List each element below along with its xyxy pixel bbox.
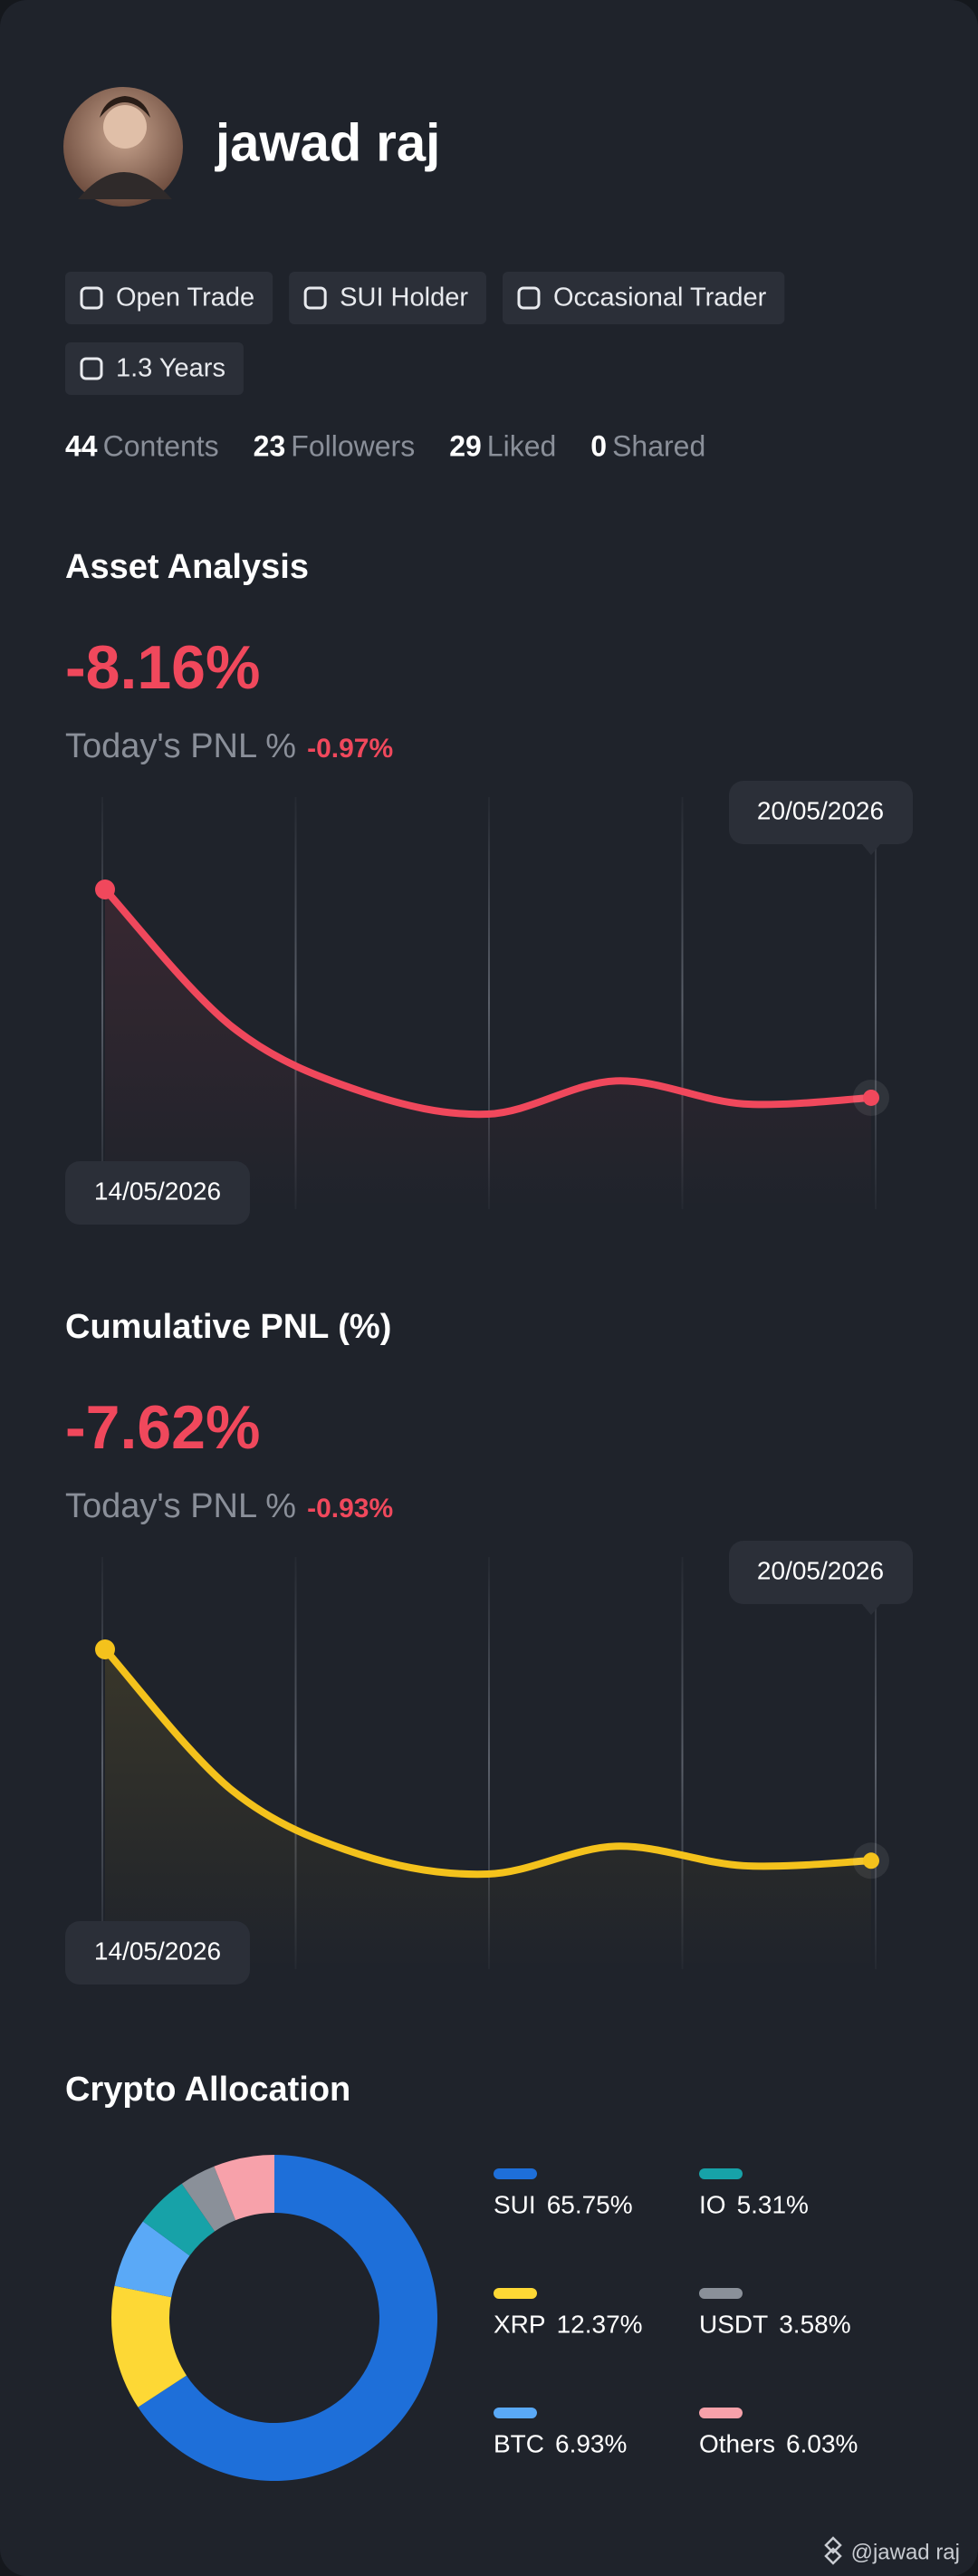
tag-background xyxy=(289,272,486,324)
legend-value: 3.58% xyxy=(779,2310,850,2338)
grid-line xyxy=(101,797,103,1209)
grid-line xyxy=(488,1557,490,1969)
tooltip-pointer xyxy=(862,844,880,855)
grid-line xyxy=(875,1557,877,1969)
tooltip-pointer xyxy=(862,1604,880,1615)
section-title: Cumulative PNL (%) xyxy=(65,1308,391,1346)
date-tooltip xyxy=(65,1161,250,1225)
stat-label: Followers xyxy=(291,429,415,462)
watermark-icon xyxy=(824,2536,842,2565)
tag-icon xyxy=(517,286,541,310)
stat-value: 29 xyxy=(449,429,482,462)
area xyxy=(105,1649,871,1969)
stat-value: 44 xyxy=(65,429,98,462)
donut-slice xyxy=(110,2285,187,2408)
tag-background xyxy=(502,272,785,324)
donut-slice xyxy=(138,2155,438,2481)
legend-name: BTC xyxy=(494,2429,544,2457)
pnl-value: -0.93% xyxy=(307,1494,393,1523)
legend-name: Others xyxy=(699,2429,775,2457)
stat-label: Contents xyxy=(103,429,219,462)
grid-line xyxy=(488,797,490,1209)
tag: Open Trade xyxy=(65,272,273,324)
legend-swatch xyxy=(699,2408,743,2418)
stat-value: 0 xyxy=(590,429,607,462)
tag: SUI Holder xyxy=(289,272,486,324)
legend-swatch xyxy=(699,2168,743,2179)
line xyxy=(101,1646,875,1879)
date-tooltip xyxy=(729,781,913,844)
tag-label: Occasional Trader xyxy=(553,284,767,312)
start-date: 14/05/2026 xyxy=(94,1937,221,1965)
avatar xyxy=(63,87,183,207)
line xyxy=(101,886,875,1119)
donut-slice xyxy=(142,2183,216,2256)
tag-label: 1.3 Years xyxy=(116,354,225,383)
start-date: 14/05/2026 xyxy=(94,1177,221,1205)
legend-swatch xyxy=(494,2408,537,2418)
legend-value: 6.03% xyxy=(786,2429,858,2457)
stat-value: 23 xyxy=(254,429,286,462)
legend-name: USDT xyxy=(699,2310,768,2338)
tag-background xyxy=(65,272,273,324)
area xyxy=(105,889,871,1209)
grid-line xyxy=(681,797,684,1209)
legend-value: 12.37% xyxy=(557,2310,643,2338)
legend-value: 6.93% xyxy=(555,2429,627,2457)
grid-line xyxy=(294,797,297,1209)
grid-line xyxy=(681,1557,684,1969)
donut-slice xyxy=(114,2221,190,2298)
legend-swatch xyxy=(494,2168,537,2179)
tag-background xyxy=(65,342,244,395)
tag-icon xyxy=(80,357,103,380)
end-date: 20/05/2026 xyxy=(757,1556,884,1584)
tag-label: Open Trade xyxy=(116,284,254,312)
watermark: @jawad raj xyxy=(851,2540,960,2564)
tag: Occasional Trader xyxy=(502,272,785,324)
tag: 1.3 Years xyxy=(65,342,244,395)
pnl-value: -0.97% xyxy=(307,734,393,764)
headline-value: -7.62% xyxy=(65,1393,260,1462)
stat-label: Liked xyxy=(487,429,557,462)
donut-slice xyxy=(214,2155,274,2221)
end-point xyxy=(863,1852,879,1870)
section-title: Crypto Allocation xyxy=(65,2071,350,2109)
grid-line xyxy=(101,1557,103,1969)
end-date: 20/05/2026 xyxy=(757,796,884,824)
section-title: Asset Analysis xyxy=(65,548,309,586)
grid-line xyxy=(875,797,877,1209)
end-point xyxy=(863,1089,879,1106)
user-name: jawad raj xyxy=(215,113,440,172)
legend-swatch xyxy=(699,2288,743,2299)
date-tooltip xyxy=(65,1921,250,1985)
start-point xyxy=(95,1639,115,1659)
stat-label: Shared xyxy=(612,429,705,462)
legend-name: IO xyxy=(699,2190,726,2218)
tag-icon xyxy=(303,286,327,310)
donut-slice xyxy=(181,2166,236,2232)
pnl-label: Today's PNL % xyxy=(65,727,296,765)
legend-swatch xyxy=(494,2288,537,2299)
tag-icon xyxy=(80,286,103,310)
legend-value: 65.75% xyxy=(547,2190,633,2218)
headline-value: -8.16% xyxy=(65,633,260,702)
tag-label: SUI Holder xyxy=(340,284,468,312)
date-tooltip xyxy=(729,1541,913,1604)
start-point xyxy=(95,879,115,899)
legend-name: SUI xyxy=(494,2190,536,2218)
grid-line xyxy=(294,1557,297,1969)
pnl-label: Today's PNL % xyxy=(65,1487,296,1525)
legend-value: 5.31% xyxy=(737,2190,809,2218)
legend-name: XRP xyxy=(494,2310,546,2338)
